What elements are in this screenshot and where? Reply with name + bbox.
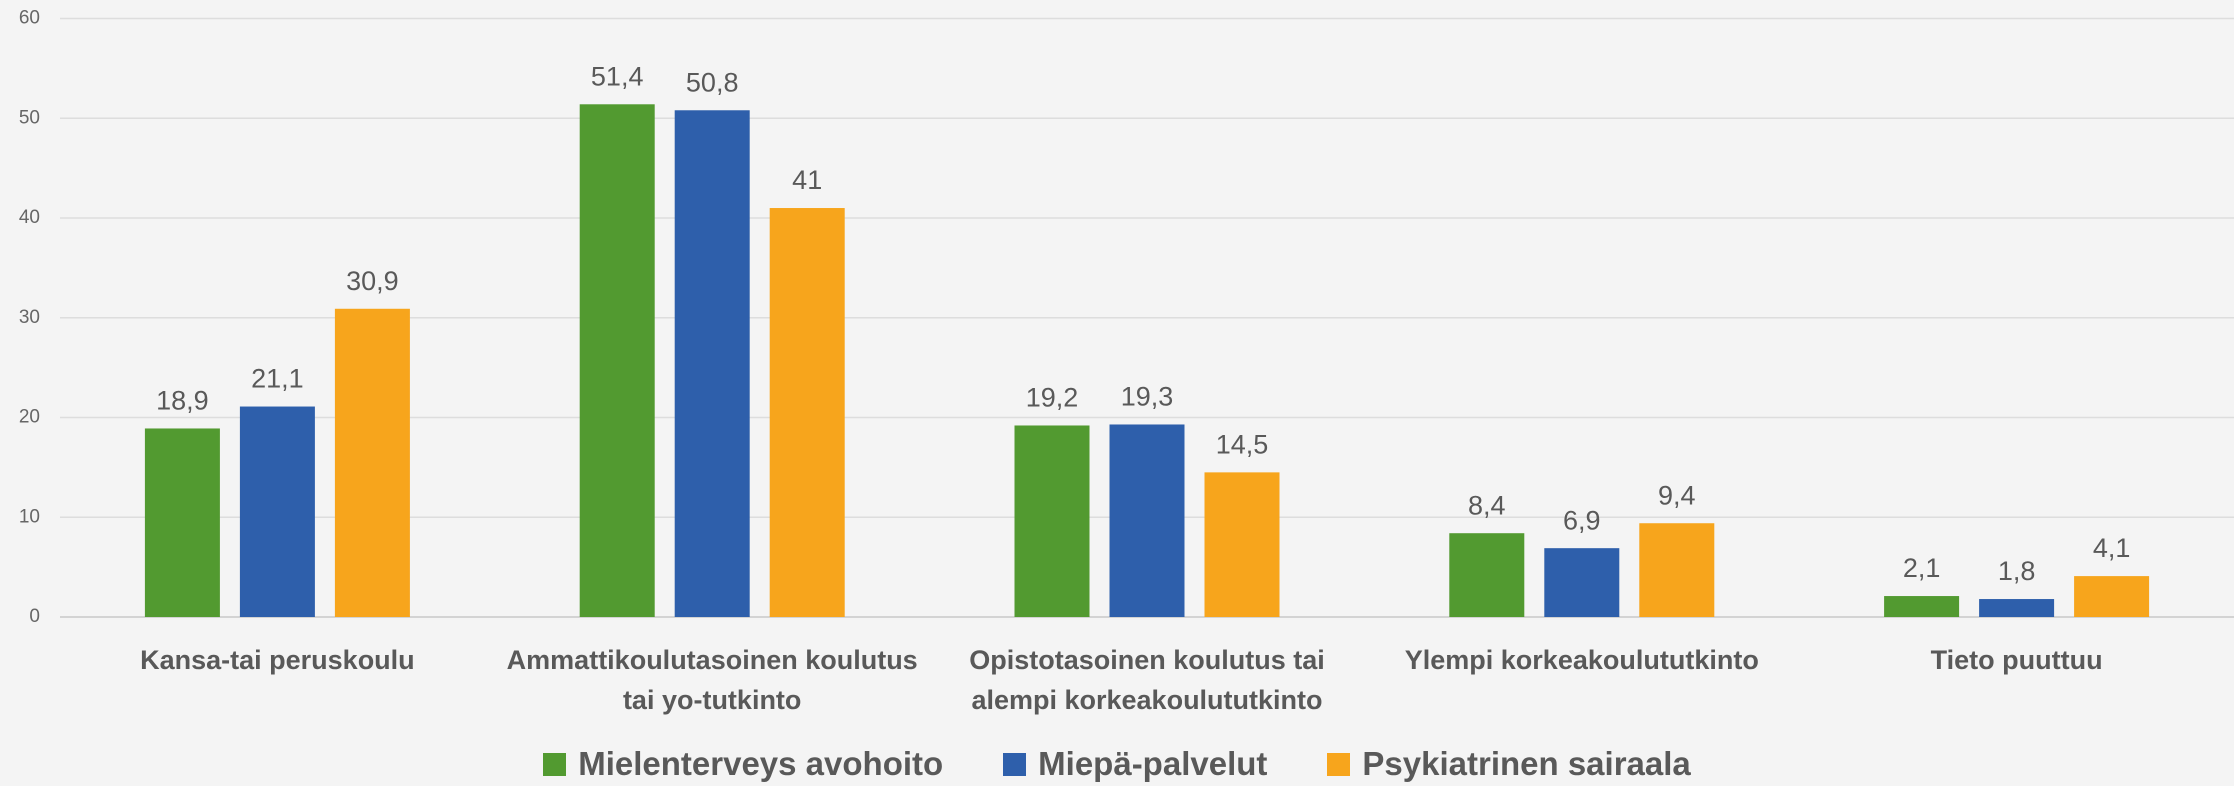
x-tick-label: Opistotasoinen koulutus tai alempi korke…	[969, 645, 1325, 715]
bar	[674, 110, 750, 618]
data-label: 9,4	[1658, 480, 1696, 510]
y-tick-label: 30	[19, 307, 40, 328]
data-label: 30,9	[346, 266, 399, 296]
bar	[1884, 596, 1960, 617]
bar	[2074, 576, 2150, 617]
x-tick-label: Ammattikoulutasoinen koulutus tai yo-tut…	[506, 645, 918, 715]
data-label: 51,4	[591, 61, 644, 91]
data-label: 21,1	[251, 364, 304, 394]
data-label: 50,8	[686, 67, 739, 97]
y-tick-label: 0	[29, 606, 40, 627]
legend-label: Miepä-palvelut	[1038, 745, 1268, 782]
bar	[334, 308, 410, 617]
data-label: 41	[792, 165, 822, 195]
data-label: 14,5	[1216, 429, 1269, 459]
legend-swatch	[543, 752, 567, 776]
legend-item: Psykiatrinen sairaala	[1327, 745, 1691, 783]
y-tick-label: 20	[19, 407, 40, 428]
bar	[579, 104, 655, 617]
x-tick-label: Kansa-tai peruskoulu	[140, 645, 415, 675]
bar	[1204, 472, 1280, 617]
bar	[1639, 523, 1715, 617]
legend-item: Mielenterveys avohoito	[543, 745, 943, 783]
legend-item: Miepä-palvelut	[1003, 745, 1267, 783]
data-label: 18,9	[156, 386, 209, 416]
legend-swatch	[1327, 752, 1351, 776]
legend-swatch	[1003, 752, 1027, 776]
data-label: 4,1	[2093, 533, 2131, 563]
bar	[144, 428, 220, 617]
bar	[1109, 424, 1185, 617]
y-tick-label: 60	[19, 8, 40, 29]
data-label: 8,4	[1468, 490, 1506, 520]
x-tick-label: Ylempi korkeakoulututkinto	[1404, 645, 1759, 675]
bar	[1979, 599, 2055, 617]
data-label: 19,2	[1026, 383, 1079, 413]
legend-label: Psykiatrinen sairaala	[1362, 745, 1691, 782]
data-label: 2,1	[1903, 553, 1941, 583]
bar	[1014, 425, 1090, 617]
data-label: 19,3	[1121, 382, 1174, 412]
bar	[1544, 548, 1620, 617]
legend-label: Mielenterveys avohoito	[578, 745, 944, 782]
bar	[239, 406, 315, 617]
y-tick-label: 40	[19, 207, 40, 228]
bar	[1449, 533, 1525, 617]
data-label: 1,8	[1998, 556, 2036, 586]
y-tick-label: 50	[19, 107, 40, 128]
data-label: 6,9	[1563, 505, 1601, 535]
x-tick-label: Tieto puuttuu	[1930, 645, 2103, 675]
legend: Mielenterveys avohoito Miepä-palvelut Psyk…	[0, 745, 2234, 783]
y-tick-label: 10	[19, 506, 40, 527]
bar	[769, 208, 845, 617]
